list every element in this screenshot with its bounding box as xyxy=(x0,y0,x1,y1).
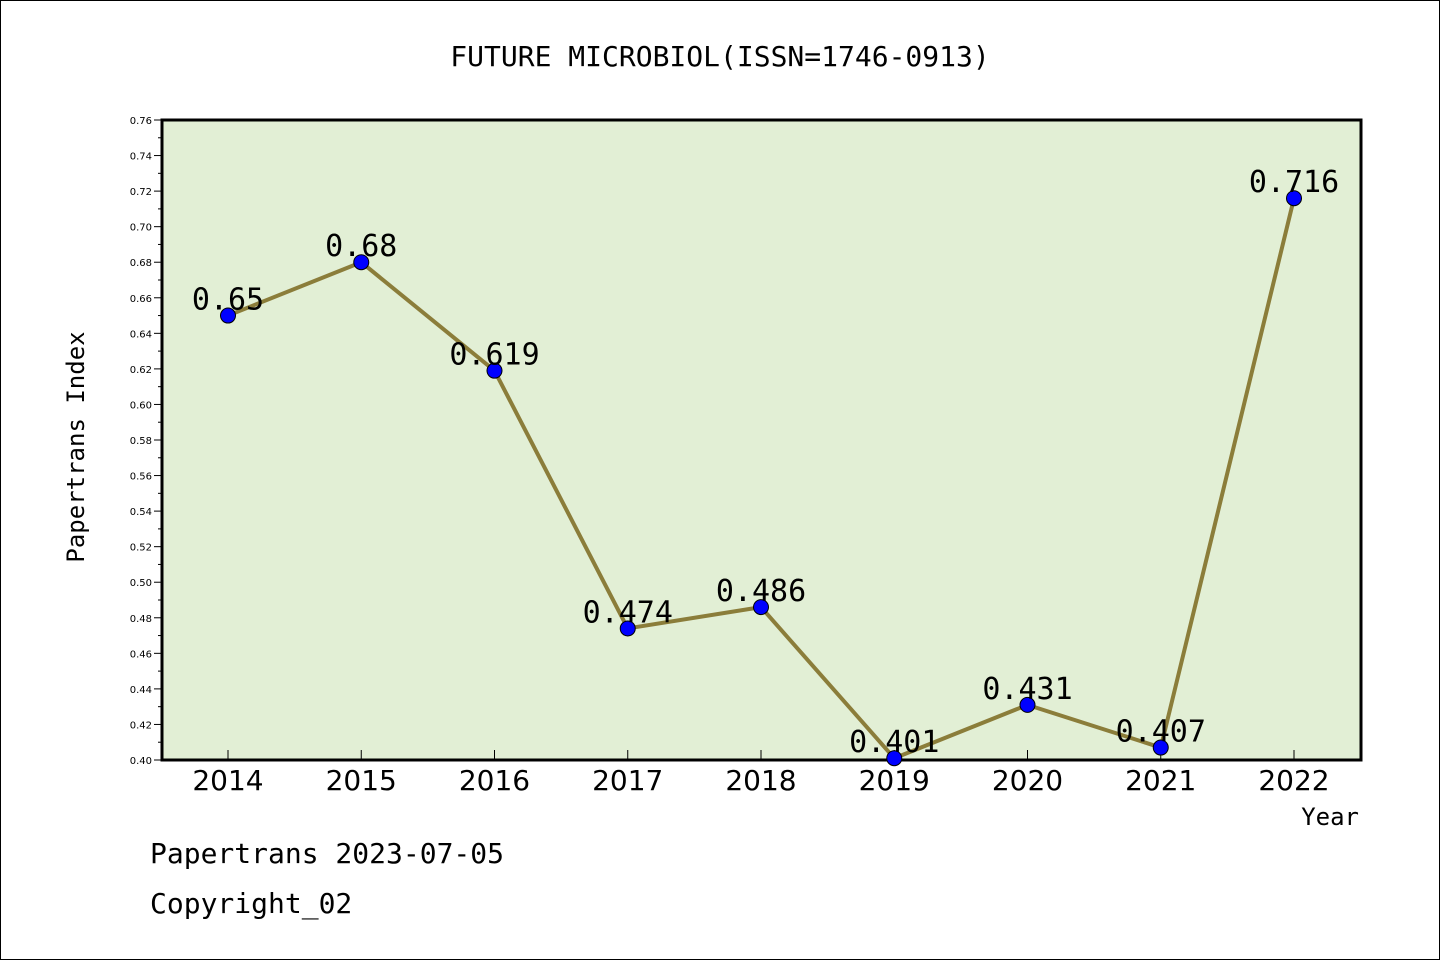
data-point-marker xyxy=(1152,739,1169,756)
y-tick-label: 0.72 xyxy=(130,187,152,198)
y-tick-label: 0.54 xyxy=(130,507,152,518)
y-tick-label: 0.60 xyxy=(130,400,152,411)
chart-title: FUTURE MICROBIOL(ISSN=1746-0913) xyxy=(450,40,989,73)
x-tick-label: 2014 xyxy=(192,764,263,797)
data-point-marker xyxy=(753,599,769,616)
y-tick-label: 0.68 xyxy=(130,258,152,269)
y-tick-label: 0.62 xyxy=(130,365,152,376)
data-point-marker xyxy=(619,620,636,637)
y-tick-label: 0.74 xyxy=(130,152,152,163)
x-tick-label: 2017 xyxy=(592,764,663,797)
plot-area xyxy=(160,118,1363,762)
data-label: 0.619 xyxy=(449,338,539,373)
y-tick-label: 0.66 xyxy=(130,294,152,305)
y-tick-label: 0.50 xyxy=(130,578,152,589)
y-tick-label: 0.44 xyxy=(130,685,152,696)
x-tick-label: 2015 xyxy=(326,764,397,797)
y-tick-label: 0.64 xyxy=(130,329,152,340)
data-label: 0.65 xyxy=(192,283,264,318)
data-label: 0.68 xyxy=(325,229,397,264)
data-label: 0.716 xyxy=(1249,165,1339,200)
y-tick-label: 0.52 xyxy=(130,543,152,554)
data-label: 0.407 xyxy=(1116,715,1206,750)
y-tick-label: 0.70 xyxy=(130,223,152,234)
x-axis: 2014 2015 2016 2017 2018 2019 2020 2021 2022 xyxy=(192,750,1330,797)
markers-group xyxy=(220,190,1302,767)
data-labels-group: 0.65 0.68 0.619 0.474 0.486 0.401 0.431 0.407 0.… xyxy=(192,165,1339,760)
data-point-marker xyxy=(353,254,370,271)
y-axis: 0.40 0.42 0.44 0.46 0.48 0.50 0.52 0.54 0.56 0.58… xyxy=(130,116,162,767)
y-tick-label: 0.46 xyxy=(130,649,152,660)
data-point-marker xyxy=(1286,190,1302,207)
data-label: 0.486 xyxy=(716,574,806,609)
y-tick-label: 0.42 xyxy=(130,720,152,731)
x-tick-label: 2019 xyxy=(859,764,930,797)
footer-date: Papertrans 2023-07-05 xyxy=(150,837,504,870)
data-point-marker xyxy=(486,362,503,379)
data-label: 0.431 xyxy=(982,672,1072,707)
data-point-marker xyxy=(220,307,236,324)
x-tick-label: 2022 xyxy=(1258,764,1329,797)
x-tick-label: 2018 xyxy=(725,764,796,797)
y-tick-label: 0.76 xyxy=(130,116,152,127)
x-tick-label: 2021 xyxy=(1125,764,1196,797)
y-tick-label: 0.48 xyxy=(130,614,152,625)
footer-copyright: Copyright_02 xyxy=(150,887,352,921)
y-tick-label: 0.56 xyxy=(130,472,152,483)
data-point-marker xyxy=(886,750,903,767)
y-tick-label: 0.40 xyxy=(130,756,152,767)
x-axis-label: Year xyxy=(1301,803,1359,831)
y-tick-label: 0.58 xyxy=(130,436,152,447)
x-tick-label: 2020 xyxy=(992,764,1063,797)
y-axis-label: Papertrans Index xyxy=(62,331,90,562)
data-label: 0.401 xyxy=(849,725,939,760)
data-point-marker xyxy=(1019,696,1036,713)
data-label: 0.474 xyxy=(583,595,673,630)
x-tick-label: 2016 xyxy=(459,764,530,797)
